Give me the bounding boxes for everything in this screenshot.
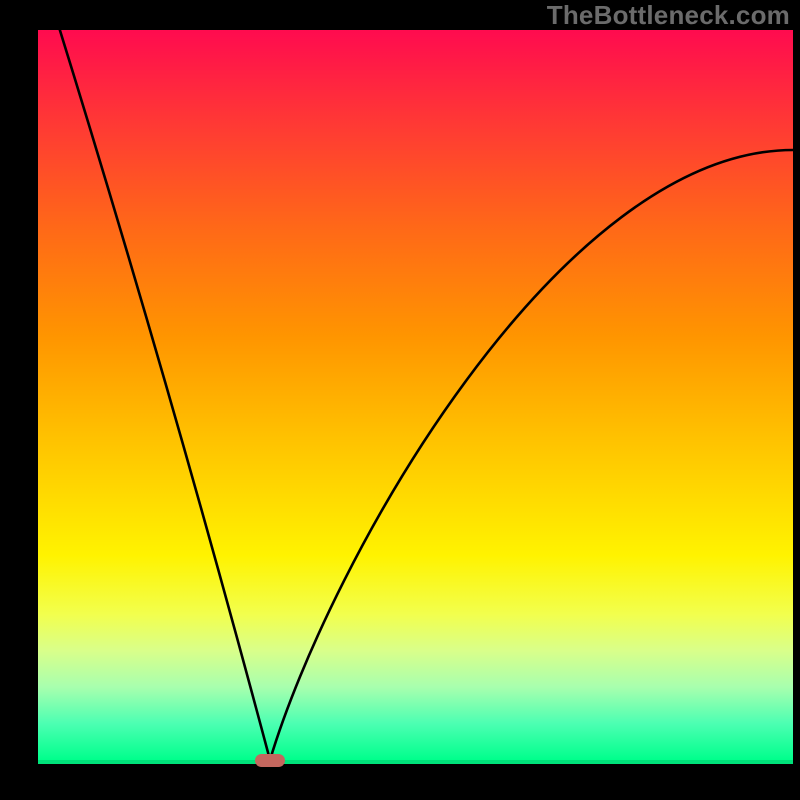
bottleneck-curve <box>38 30 793 764</box>
chart-root: TheBottleneck.com <box>0 0 800 800</box>
watermark-text: TheBottleneck.com <box>547 0 790 31</box>
optimal-point-marker <box>255 754 285 767</box>
